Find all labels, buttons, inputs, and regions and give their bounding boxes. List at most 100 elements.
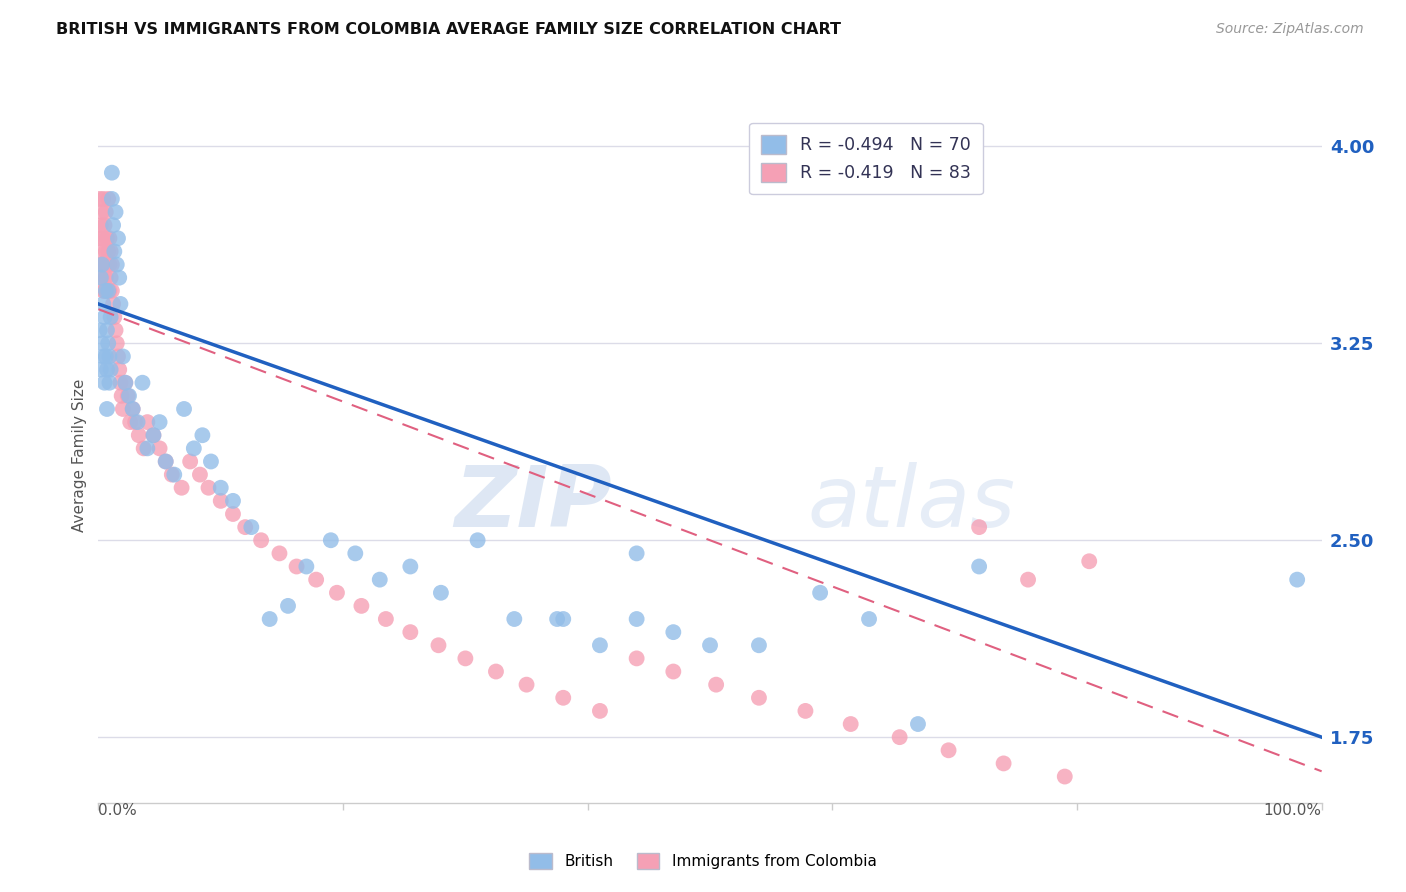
Point: [120, 415, 142, 429]
Point: [90, 218, 112, 232]
Point: [90, 270, 112, 285]
Point: [89, 231, 111, 245]
Point: [889, 730, 911, 744]
Point: [111, 401, 134, 416]
Point: [142, 428, 165, 442]
Point: [101, 258, 124, 272]
Point: [344, 546, 367, 560]
Point: [90, 258, 112, 272]
Point: [117, 389, 139, 403]
Point: [131, 376, 153, 390]
Point: [149, 442, 172, 456]
Point: [233, 520, 256, 534]
Point: [110, 297, 132, 311]
Point: [553, 612, 575, 626]
Point: [626, 651, 648, 665]
Point: [179, 454, 201, 468]
Point: [967, 520, 990, 534]
Point: [93, 258, 115, 272]
Point: [374, 612, 396, 626]
Point: [107, 231, 129, 245]
Point: [91, 244, 114, 259]
Point: [326, 586, 349, 600]
Point: [485, 665, 508, 679]
Point: [97, 192, 120, 206]
Point: [295, 559, 318, 574]
Point: [114, 376, 136, 390]
Point: [1017, 573, 1039, 587]
Point: [91, 258, 114, 272]
Point: [209, 481, 232, 495]
Point: [993, 756, 1015, 771]
Point: [128, 428, 150, 442]
Point: [100, 310, 122, 324]
Point: [96, 258, 118, 272]
Point: [200, 454, 222, 468]
Point: [132, 442, 155, 456]
Point: [240, 520, 263, 534]
Point: [938, 743, 960, 757]
Point: [467, 533, 489, 548]
Point: [589, 704, 612, 718]
Point: [662, 625, 685, 640]
Point: [319, 533, 342, 548]
Y-axis label: Average Family Size: Average Family Size: [72, 378, 87, 532]
Point: [626, 546, 648, 560]
Point: [91, 270, 114, 285]
Point: [91, 192, 114, 206]
Point: [93, 376, 115, 390]
Point: [98, 258, 121, 272]
Point: [269, 546, 291, 560]
Point: [96, 323, 118, 337]
Point: [277, 599, 299, 613]
Point: [94, 244, 117, 259]
Point: [91, 231, 114, 245]
Point: [103, 244, 125, 259]
Point: [97, 336, 120, 351]
Legend: British, Immigrants from Colombia: British, Immigrants from Colombia: [523, 847, 883, 875]
Text: ZIP: ZIP: [454, 462, 612, 545]
Point: [553, 690, 575, 705]
Point: [93, 218, 115, 232]
Point: [427, 638, 450, 652]
Text: atlas: atlas: [808, 462, 1017, 545]
Point: [96, 401, 118, 416]
Point: [93, 284, 115, 298]
Point: [399, 559, 422, 574]
Point: [94, 205, 117, 219]
Point: [111, 389, 134, 403]
Point: [107, 350, 129, 364]
Point: [515, 678, 537, 692]
Point: [121, 401, 143, 416]
Point: [104, 323, 127, 337]
Text: BRITISH VS IMMIGRANTS FROM COLOMBIA AVERAGE FAMILY SIZE CORRELATION CHART: BRITISH VS IMMIGRANTS FROM COLOMBIA AVER…: [56, 22, 841, 37]
Point: [91, 284, 114, 298]
Point: [118, 389, 141, 403]
Point: [101, 284, 124, 298]
Point: [94, 350, 117, 364]
Point: [748, 638, 770, 652]
Point: [808, 586, 831, 600]
Point: [454, 651, 477, 665]
Point: [94, 270, 117, 285]
Point: [589, 638, 612, 652]
Point: [108, 270, 131, 285]
Point: [209, 494, 232, 508]
Point: [305, 573, 328, 587]
Point: [90, 362, 112, 376]
Point: [155, 454, 177, 468]
Point: [98, 284, 121, 298]
Point: [183, 442, 205, 456]
Point: [907, 717, 929, 731]
Point: [173, 401, 195, 416]
Point: [399, 625, 422, 640]
Point: [97, 284, 120, 298]
Point: [104, 205, 127, 219]
Point: [94, 284, 117, 298]
Point: [91, 336, 114, 351]
Point: [503, 612, 526, 626]
Point: [285, 559, 308, 574]
Point: [170, 481, 193, 495]
Point: [149, 415, 172, 429]
Point: [101, 218, 124, 232]
